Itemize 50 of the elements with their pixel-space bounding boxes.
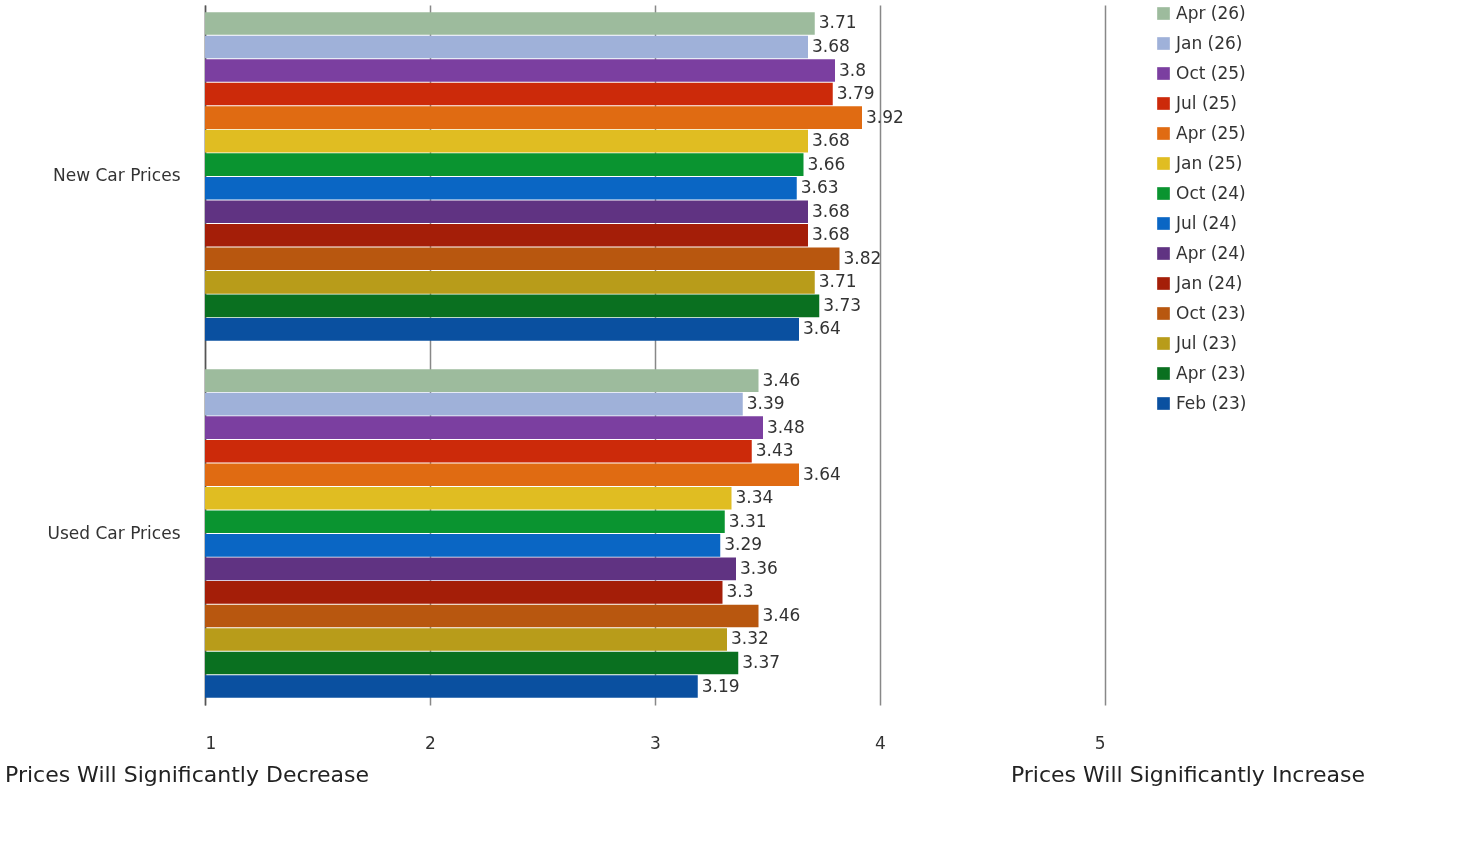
legend-label: Oct (24) xyxy=(1176,182,1246,203)
legend-label: Apr (23) xyxy=(1176,362,1246,383)
legend-label: Oct (23) xyxy=(1176,302,1246,323)
data-label: 3.34 xyxy=(735,487,774,508)
data-label: 3.64 xyxy=(803,318,841,339)
x-tick-label: 1 xyxy=(205,732,217,753)
y-tick-label: New Car Prices xyxy=(53,165,181,186)
legend-label: Jan (26) xyxy=(1175,32,1243,53)
data-label: 3.68 xyxy=(812,130,850,151)
text: Prices Will Significantly Decrease xyxy=(5,762,370,787)
data-label: 3.68 xyxy=(812,200,850,221)
data-label: 3.66 xyxy=(807,153,846,174)
legend-label: Oct (25) xyxy=(1176,62,1246,83)
data-label: 3.68 xyxy=(812,35,850,56)
data-label: 3.19 xyxy=(701,675,740,696)
data-label: 3.32 xyxy=(731,628,769,649)
text: Prices Will Significantly Increase xyxy=(1010,762,1365,787)
legend-label: Jul (24) xyxy=(1175,212,1237,233)
data-label: 3.71 xyxy=(818,12,857,33)
data-label: 3.29 xyxy=(724,534,763,555)
data-label: 3.64 xyxy=(803,463,841,484)
data-label: 3.3 xyxy=(726,581,754,602)
data-label: 3.46 xyxy=(762,369,801,390)
legend-label: Apr (24) xyxy=(1176,242,1246,263)
legend-label: Jul (25) xyxy=(1175,92,1237,113)
data-label: 3.37 xyxy=(742,652,781,673)
data-label: 3.8 xyxy=(839,59,867,80)
legend-label: Apr (26) xyxy=(1176,2,1246,23)
data-label: 3.79 xyxy=(836,83,875,104)
data-label: 3.71 xyxy=(818,271,857,292)
data-label: 3.43 xyxy=(755,440,794,461)
legend-label: Jul (23) xyxy=(1175,332,1237,353)
data-label: 3.63 xyxy=(800,177,839,198)
x-tick-label: 3 xyxy=(650,732,661,753)
legend-label: Jan (24) xyxy=(1175,272,1243,293)
data-label: 3.39 xyxy=(746,393,785,414)
data-label: 3.82 xyxy=(843,247,882,268)
x-tick-label: 4 xyxy=(875,732,886,753)
legend-label: Jan (25) xyxy=(1175,152,1243,173)
data-label: 3.73 xyxy=(823,294,862,315)
x-tick-label: 5 xyxy=(1094,732,1106,753)
data-label: 3.68 xyxy=(812,224,850,245)
data-label: 3.31 xyxy=(728,510,767,531)
x-tick-label: 2 xyxy=(425,732,436,753)
legend-label: Apr (25) xyxy=(1176,122,1246,143)
data-label: 3.36 xyxy=(740,557,778,578)
data-label: 3.46 xyxy=(762,604,801,625)
data-label: 3.48 xyxy=(767,416,805,437)
legend-label: Feb (23) xyxy=(1176,392,1247,413)
y-tick-label: Used Car Prices xyxy=(47,522,181,543)
